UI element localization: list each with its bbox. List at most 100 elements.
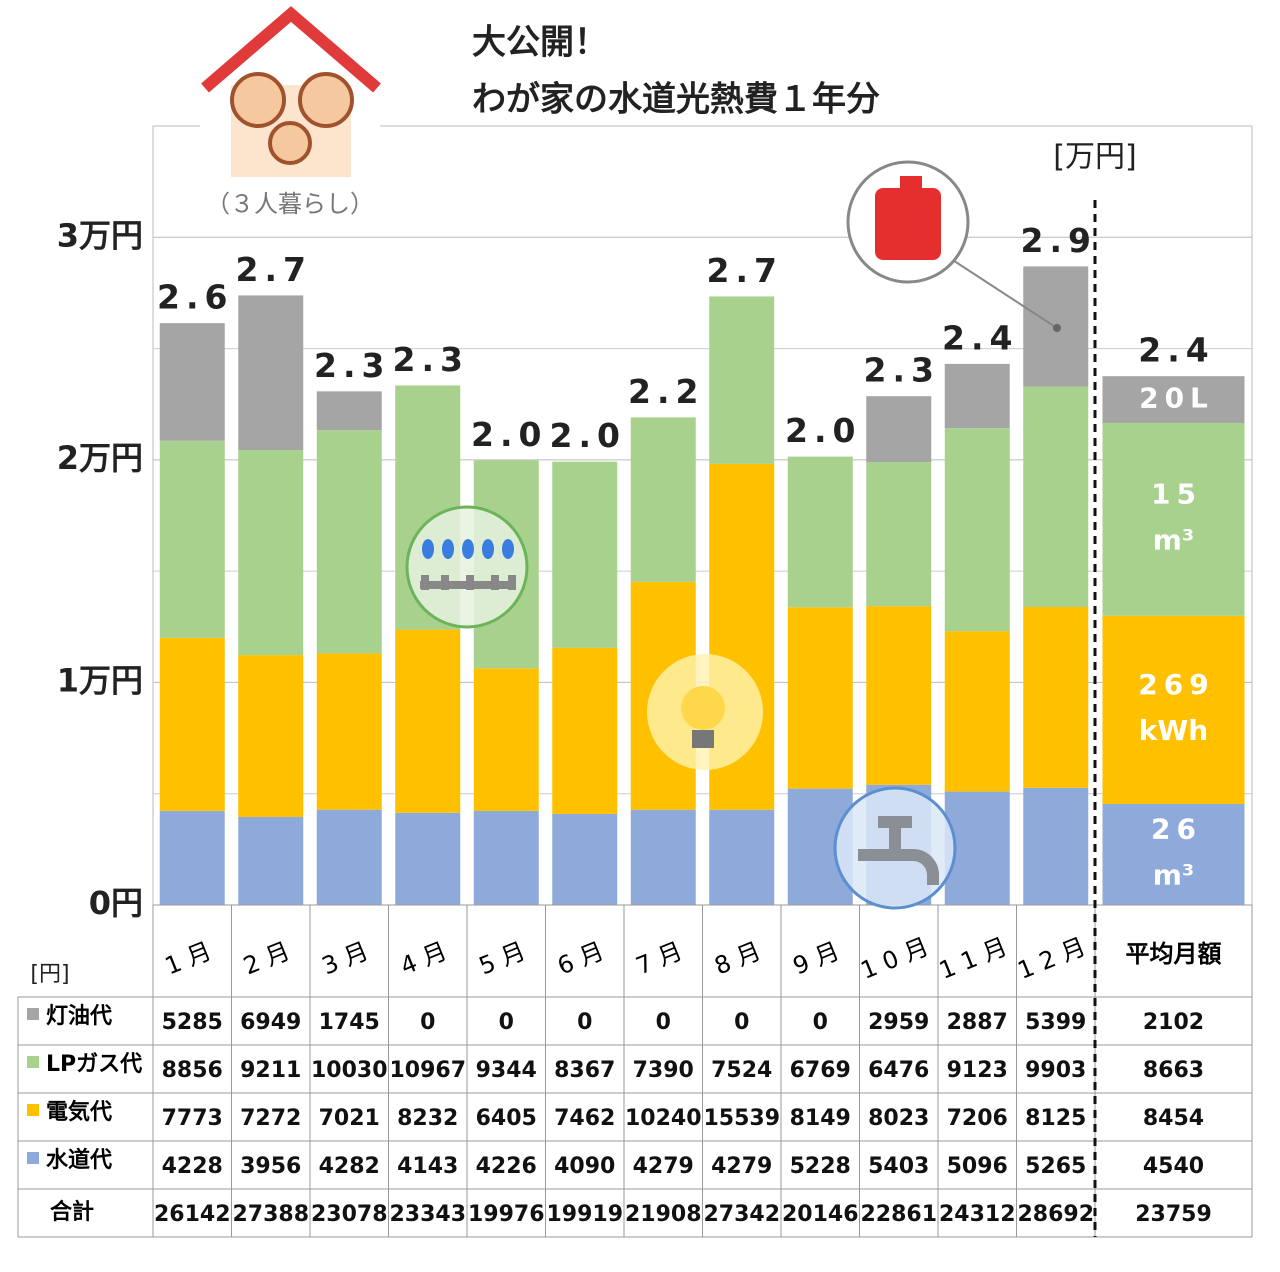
bar-segment [787,607,853,789]
total-label: 2.2 [628,372,704,411]
table-cell: 8232 [397,1106,458,1131]
table-cell: 4279 [633,1154,694,1179]
table-cell: 0 [656,1010,671,1035]
table-cell: 4540 [1143,1154,1204,1179]
table-cell: 23759 [1135,1202,1212,1227]
table-cell: 10240 [625,1106,702,1131]
table-cell: 1745 [319,1010,380,1035]
total-label: 2.9 [1021,221,1097,260]
table-cell: 7272 [240,1106,301,1131]
y-tick-label: 0円 [89,884,143,922]
table-cell: 27388 [232,1202,309,1227]
bar-segment [316,809,382,905]
y-tick-label: 2万円 [57,439,143,477]
table-cell: 7524 [711,1058,772,1083]
table-cell: 4279 [711,1154,772,1179]
bar-segment [1102,615,1245,804]
bar-segment [238,450,304,656]
table-cell: 4228 [162,1154,223,1179]
x-tick-label: 1月 [161,934,223,981]
bar-segment [1102,803,1245,905]
table-cell: 5403 [868,1154,929,1179]
table-cell: 4090 [554,1154,615,1179]
x-tick-label: 2月 [240,934,302,981]
x-tick-label: 7月 [632,934,694,981]
total-label: 2.6 [157,278,233,317]
table-cell: 4143 [397,1154,458,1179]
bar-segment [866,462,932,607]
legend-label: LPガス代 [46,1052,142,1077]
table-cell: 8367 [554,1058,615,1083]
bar-segment [473,810,539,905]
table-cell: 8454 [1143,1106,1204,1131]
table-cell: 7206 [947,1106,1008,1131]
table-cell: 19919 [546,1202,623,1227]
total-row-label: 合計 [50,1199,94,1225]
x-tick-label: 3月 [318,934,380,981]
title-line: 大公開！ [472,23,608,63]
segment-note: 269 [1138,668,1214,701]
segment-note: 20L [1139,382,1214,415]
x-tick-label: 9月 [789,934,851,981]
table-cell: 8023 [868,1106,929,1131]
bar-segment [630,809,696,905]
bar-segment [159,440,225,638]
x-tick-label: 6月 [554,934,616,981]
y-tick-label: 1万円 [57,661,143,699]
table-cell: 8663 [1143,1058,1204,1083]
table-cell: 6476 [868,1058,929,1083]
table-cell: 5399 [1025,1010,1086,1035]
table-cell: 7773 [162,1106,223,1131]
table-cell: 8856 [162,1058,223,1083]
table-cell: 4226 [476,1154,537,1179]
bar-segment [866,606,932,785]
bar-segment [159,637,225,811]
table-cell: 21908 [625,1202,702,1227]
table-cell: 6405 [476,1106,537,1131]
subtitle: （３人暮らし） [206,190,374,218]
title-line: わが家の水道光熱費１年分 [472,80,880,120]
table-cell: 7462 [554,1106,615,1131]
table-cell: 9344 [476,1058,537,1083]
table-cell: 7021 [319,1106,380,1131]
bar-segment [1102,422,1245,616]
table-cell: 15539 [703,1106,780,1131]
x-tick-label: 10月 [857,929,940,984]
total-label: 2.0 [471,415,547,454]
icons [405,160,1061,910]
total-label: 2.3 [314,346,390,385]
bar-segment [473,668,539,811]
table-cell: 23078 [311,1202,388,1227]
table-cell: 26142 [154,1202,231,1227]
x-tick-label: 平均月額 [1126,940,1222,968]
table-cell: 5265 [1025,1154,1086,1179]
table-cell: 2887 [947,1010,1008,1035]
bar-segment [395,812,461,905]
table-cell: 27342 [703,1202,780,1227]
total-label: 2.4 [942,318,1018,357]
table-cell: 0 [734,1010,749,1035]
total-label: 2.3 [864,351,940,390]
segment-note-unit: m³ [1153,523,1194,556]
x-tick-label: 12月 [1014,929,1097,984]
legend-swatch [27,1152,39,1164]
table-cell: 9903 [1025,1058,1086,1083]
segment-note-unit: kWh [1139,714,1208,747]
x-tick-label: 5月 [475,934,537,981]
total-label: 2.0 [550,416,626,455]
total-label: 2.3 [393,340,469,379]
table-cell: 0 [420,1010,435,1035]
table-cell: 7390 [633,1058,694,1083]
bar-segment [238,295,304,451]
total-label: 2.4 [1138,331,1214,370]
bar-segment [709,809,775,905]
house-icon [200,6,381,220]
table-cell: 10030 [311,1058,388,1083]
legend-label: 電気代 [46,1099,112,1125]
table-cell: 24312 [939,1202,1016,1227]
table-cell: 5228 [790,1154,851,1179]
bar-segment [944,428,1010,632]
bar-segment [159,810,225,905]
legend-swatch [27,1056,39,1068]
